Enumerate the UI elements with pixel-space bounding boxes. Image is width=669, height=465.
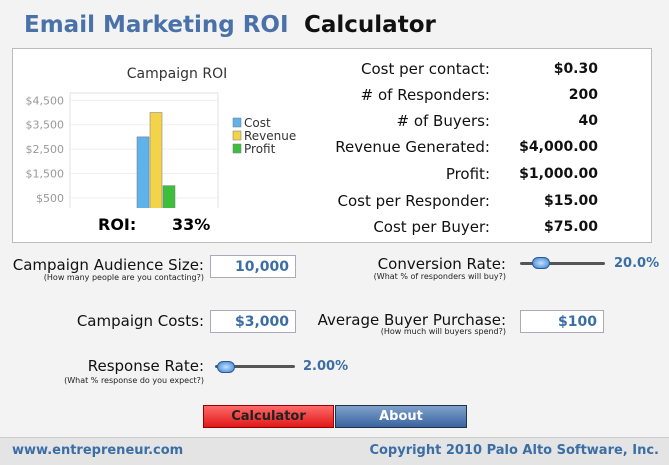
- bar: [149, 112, 163, 208]
- result-label: Cost per Buyer:: [373, 218, 490, 236]
- result-value: $4,000.00: [519, 139, 598, 155]
- input-label: Campaign Audience Size:: [12, 256, 204, 274]
- input-hint: (How many people are you contacting?): [43, 273, 204, 282]
- result-value: 200: [568, 87, 598, 103]
- calculator-button[interactable]: Calculator: [203, 405, 334, 428]
- purchase-input[interactable]: $100: [520, 310, 604, 333]
- title-accent: Calculator: [304, 12, 436, 38]
- footer-link[interactable]: www.entrepreneur.com: [12, 443, 184, 458]
- slider-knob[interactable]: [532, 257, 550, 269]
- result-label: Cost per contact:: [361, 60, 490, 78]
- y-tick-label: $2,500: [26, 143, 65, 156]
- y-tick-label: $4,500: [26, 94, 65, 107]
- result-value: $0.30: [553, 61, 598, 77]
- y-tick-label: $3,500: [26, 119, 65, 132]
- bar: [162, 185, 176, 208]
- slider-track[interactable]: [215, 365, 295, 368]
- legend-label: Revenue: [244, 129, 296, 143]
- input-label: Response Rate:: [87, 357, 204, 375]
- roi-value: 33%: [172, 215, 211, 234]
- legend-swatch: [232, 117, 242, 128]
- slider-track[interactable]: [520, 262, 605, 265]
- legend-label: Profit: [244, 142, 276, 156]
- chart: Campaign ROI $500 $1,500 $2,500 $3,500 $4,500…: [26, 66, 296, 208]
- slider-value: 2.00%: [303, 359, 349, 374]
- slider-knob[interactable]: [217, 361, 235, 373]
- y-tick-label: $1,500: [26, 167, 65, 180]
- about-button[interactable]: About: [335, 405, 467, 428]
- result-label: # of Buyers:: [396, 112, 490, 130]
- input-label: Average Buyer Purchase:: [317, 311, 506, 329]
- legend-swatch: [232, 130, 242, 141]
- legend-label: Cost: [244, 116, 271, 130]
- result-value: $15.00: [543, 193, 598, 209]
- input-hint: (What % of responders will buy?): [373, 272, 506, 281]
- audience-input[interactable]: 10,000: [210, 255, 296, 278]
- y-tick-label: $500: [36, 192, 64, 205]
- costs-input[interactable]: $3,000: [210, 310, 296, 333]
- input-hint: (How much will buyers spend?): [380, 327, 506, 336]
- input-label: Campaign Costs:: [76, 312, 204, 330]
- result-label: Profit:: [445, 165, 490, 183]
- slider-value: 20.0%: [614, 256, 660, 271]
- result-label: # of Responders:: [360, 86, 490, 104]
- result-value: 40: [578, 113, 598, 129]
- result-label: Cost per Responder:: [337, 192, 490, 210]
- footer-bar: [0, 437, 669, 465]
- bar: [136, 136, 150, 208]
- result-value: $1,000.00: [519, 166, 598, 182]
- footer-copyright: Copyright 2010 Palo Alto Software, Inc.: [369, 443, 659, 458]
- legend-swatch: [232, 143, 242, 154]
- input-label: Conversion Rate:: [377, 255, 506, 273]
- title-main: Email Marketing ROI: [24, 12, 289, 38]
- input-hint: (What % response do you expect?): [64, 376, 204, 385]
- chart-title: Campaign ROI: [127, 66, 227, 82]
- roi-label: ROI:: [98, 215, 137, 234]
- result-value: $75.00: [543, 219, 598, 235]
- result-label: Revenue Generated:: [335, 138, 490, 156]
